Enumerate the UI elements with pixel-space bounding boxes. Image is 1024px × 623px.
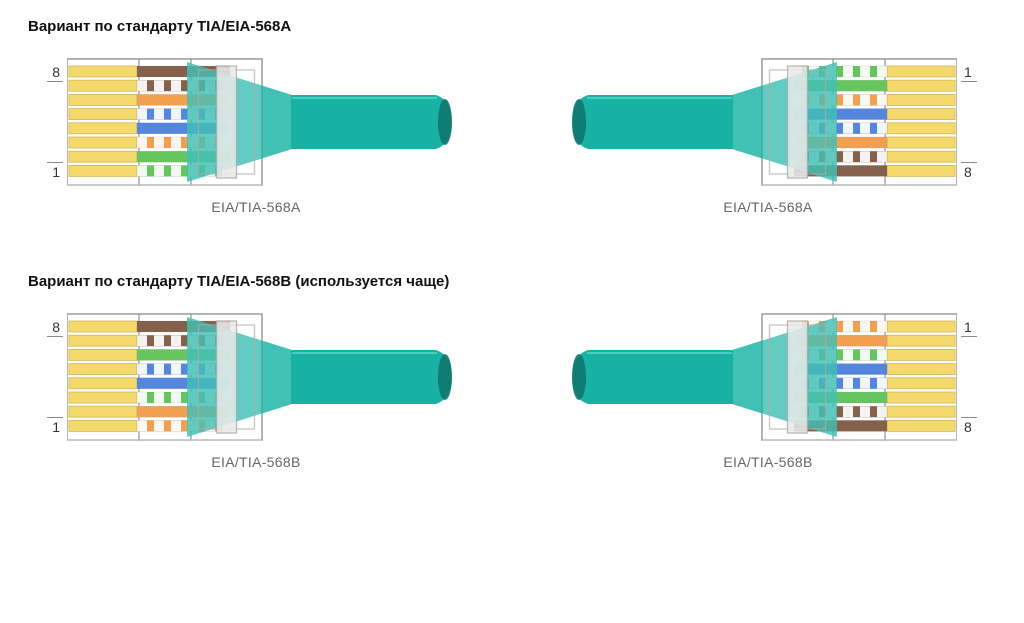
section-title-b: Вариант по стандарту TIA/EIA-568B (испол… [28,273,996,290]
rj45-plug-568a-left [67,57,467,187]
section-title-a: Вариант по стандарту TIA/EIA-568A [28,18,996,35]
caption-b-left: EIA/TIA-568B [211,454,300,470]
caption-a-right: EIA/TIA-568A [723,199,812,215]
rj45-plug-568b-left [67,312,467,442]
caption-b-right: EIA/TIA-568B [723,454,812,470]
rj45-plug-568b-right [557,312,957,442]
pin-bracket-right: 1 8 [959,63,979,181]
pin-bracket-left-b: 8 1 [45,318,65,436]
row-568a: 8 1 EIA/TIA-568A 1 8 EIA/TIA-568A [28,57,996,215]
row-568b: 8 1 EIA/TIA-568B 1 8 EIA/TIA-568B [28,312,996,470]
pin-bracket-left: 8 1 [45,63,65,181]
caption-a-left: EIA/TIA-568A [211,199,300,215]
rj45-plug-568a-right [557,57,957,187]
pin-bracket-right-b: 1 8 [959,318,979,436]
